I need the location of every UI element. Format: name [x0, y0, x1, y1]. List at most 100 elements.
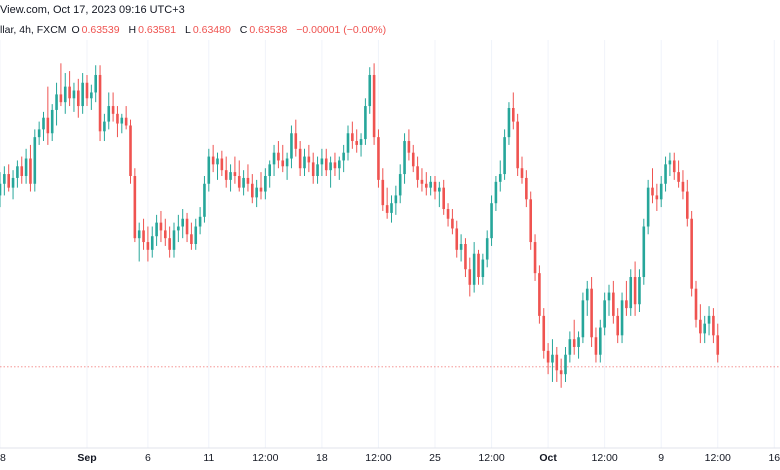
candle-133 [577, 331, 580, 359]
candle-35 [150, 226, 154, 258]
candle-body-120 [520, 168, 524, 178]
candle-18 [77, 78, 80, 118]
candle-body-4 [16, 166, 19, 178]
candle-body-16 [68, 86, 71, 99]
candle-71 [307, 144, 311, 173]
candle-body-148 [642, 226, 646, 278]
candle-body-53 [229, 172, 232, 180]
candle-body-59 [255, 187, 258, 198]
candle-104 [451, 209, 454, 235]
candle-62 [268, 160, 271, 188]
candle-body-11 [46, 117, 50, 134]
candle-24 [103, 113, 106, 142]
candle-109 [472, 242, 476, 293]
candle-body-140 [607, 292, 611, 301]
candle-body-58 [251, 183, 254, 198]
candle-90 [390, 195, 393, 223]
candle-body-70 [303, 156, 306, 169]
candle-32 [137, 222, 141, 262]
candle-74 [320, 148, 324, 176]
candle-50 [216, 152, 219, 180]
candle-body-135 [585, 288, 589, 301]
candle-body-102 [442, 187, 445, 210]
candle-body-67 [290, 133, 293, 159]
candle-46 [198, 207, 202, 235]
chart-source-header: View.com, Oct 17, 2023 09:16 UTC+3 [0, 4, 185, 16]
candle-15 [63, 73, 67, 114]
candle-body-33 [142, 230, 145, 243]
candle-body-55 [237, 176, 241, 188]
candle-21 [90, 84, 93, 110]
candle-48 [207, 148, 211, 192]
candle-36 [155, 214, 158, 246]
candle-121 [525, 170, 528, 208]
candle-body-1 [3, 174, 6, 184]
candle-body-88 [381, 179, 385, 206]
candle-body-20 [85, 82, 89, 99]
candle-135 [585, 280, 589, 316]
candle-body-155 [672, 160, 676, 173]
candle-body-50 [216, 158, 219, 165]
candle-4 [16, 160, 19, 188]
candle-body-99 [429, 181, 432, 188]
candle-129 [559, 358, 563, 388]
candle-12 [50, 104, 54, 142]
candle-body-31 [133, 176, 137, 239]
candle-66 [285, 152, 289, 180]
candle-body-24 [103, 121, 106, 132]
candle-2 [7, 164, 10, 192]
candle-body-153 [664, 164, 667, 184]
candle-body-125 [542, 315, 546, 351]
candle-body-36 [155, 222, 158, 237]
candle-123 [533, 234, 537, 281]
candle-75 [324, 148, 328, 176]
candle-body-41 [177, 226, 180, 231]
candle-65 [281, 144, 285, 173]
candle-25 [107, 92, 111, 130]
candle-40 [172, 222, 176, 258]
candle-96 [416, 156, 419, 188]
candle-body-92 [398, 174, 402, 196]
candle-6 [24, 148, 28, 184]
candle-body-123 [533, 242, 537, 274]
candle-body-22 [94, 74, 97, 93]
candle-body-101 [438, 187, 441, 192]
candle-body-29 [124, 117, 128, 126]
candle-body-111 [481, 259, 485, 278]
candle-97 [420, 168, 424, 192]
candle-body-57 [246, 177, 250, 184]
candle-body-0 [0, 183, 2, 196]
candle-body-146 [633, 277, 637, 305]
candle-17 [72, 82, 76, 112]
candle-8 [33, 129, 37, 192]
candle-body-130 [564, 354, 567, 375]
candle-body-85 [368, 74, 372, 107]
candle-154 [668, 152, 672, 176]
candle-155 [672, 152, 676, 180]
candle-body-163 [707, 315, 711, 324]
candle-5 [20, 156, 24, 184]
candle-body-71 [307, 156, 311, 163]
candle-67 [290, 125, 293, 169]
candle-39 [168, 226, 171, 258]
candle-51 [220, 150, 224, 176]
candle-body-2 [7, 174, 10, 188]
candle-body-66 [285, 158, 289, 167]
candle-body-61 [264, 176, 267, 192]
candle-10 [42, 111, 45, 142]
candle-84 [364, 98, 367, 145]
candle-body-116 [503, 137, 506, 175]
candle-body-149 [646, 187, 650, 227]
candle-body-122 [529, 199, 532, 243]
candle-body-131 [568, 339, 572, 355]
candle-152 [659, 176, 663, 208]
candle-body-93 [403, 141, 406, 175]
x-tick-label-7: 25 [429, 452, 441, 464]
candle-body-13 [55, 94, 58, 110]
candle-55 [237, 160, 241, 192]
candle-body-35 [150, 236, 154, 250]
candle-43 [185, 212, 189, 243]
symbol-text: llar, 4h, FXCM [0, 24, 67, 36]
candle-body-138 [599, 327, 602, 355]
